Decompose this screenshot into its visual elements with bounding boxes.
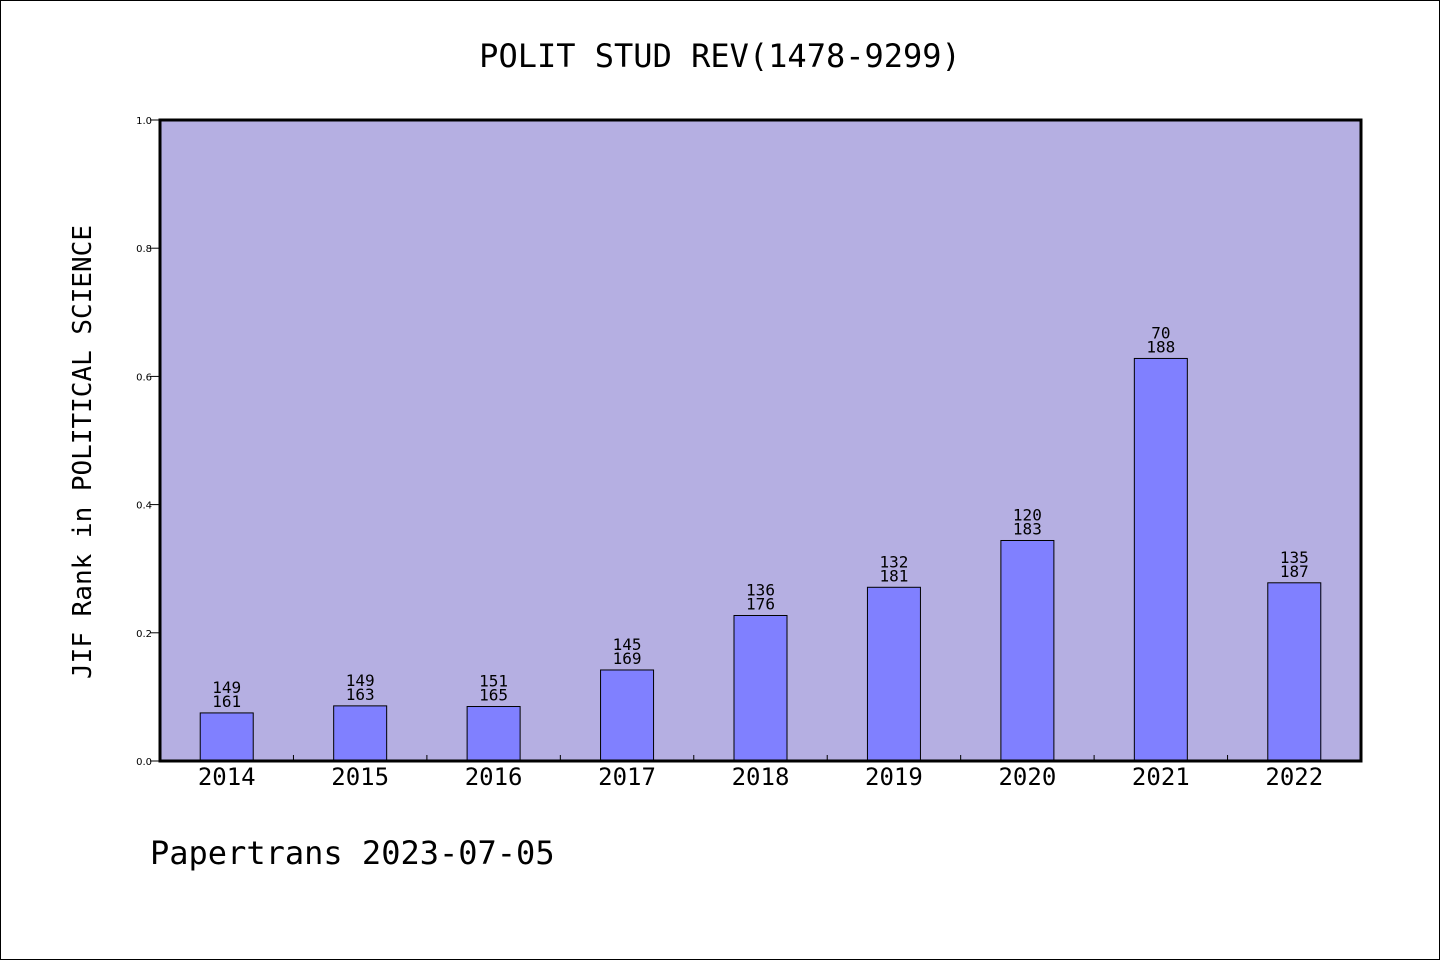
bar-rank-label: 149 (346, 671, 375, 690)
bar-rank-label: 151 (479, 672, 508, 691)
plot-border (158, 118, 1363, 763)
bar-rank-label: 145 (613, 635, 642, 654)
bar-2015 (333, 705, 388, 762)
bar-rank-label: 70 (1151, 323, 1170, 342)
bar-total-label: 161 (212, 692, 241, 711)
bar-total-label: 183 (1013, 519, 1042, 538)
bars-group: 1491611491631511651451691361761321811201… (199, 323, 1322, 762)
y-tick-label: 0.2 (136, 629, 152, 640)
x-tick-label: 2021 (1132, 763, 1190, 791)
bar-rank-label: 132 (879, 552, 908, 571)
footer-text: Papertrans 2023-07-05 (150, 834, 555, 872)
bar-rank-label: 135 (1280, 548, 1309, 567)
bar-2021 (1133, 357, 1188, 762)
bar-rank-label: 120 (1013, 505, 1042, 524)
x-tick-label: 2015 (331, 763, 389, 791)
bar-rank-label: 136 (746, 580, 775, 599)
x-tick-label: 2020 (998, 763, 1056, 791)
bar-total-label: 169 (613, 649, 642, 668)
bar-2019 (866, 586, 921, 762)
y-tick-label: 0.6 (136, 372, 152, 383)
bar-total-label: 181 (879, 566, 908, 585)
bar-total-label: 165 (479, 686, 508, 705)
bar-2016 (466, 706, 521, 762)
x-tick-label: 2022 (1265, 763, 1323, 791)
bar-total-label: 176 (746, 594, 775, 613)
x-tick-label: 2019 (865, 763, 923, 791)
bar-rank-label: 149 (212, 678, 241, 697)
bar-2018 (733, 614, 788, 762)
y-tick-label: 1.0 (136, 116, 152, 127)
x-tick-label: 2016 (465, 763, 523, 791)
bar-2022 (1267, 582, 1322, 762)
bar-2020 (1000, 539, 1055, 762)
bar-2014 (199, 712, 254, 762)
chart-title: POLIT STUD REV(1478-9299) (479, 37, 961, 75)
y-tick-label: 0.4 (136, 501, 152, 512)
y-tick-label: 0.0 (136, 757, 152, 768)
bar-total-label: 187 (1280, 562, 1309, 581)
bar-total-label: 188 (1146, 337, 1175, 356)
y-tick-label: 0.8 (136, 244, 152, 255)
x-axis: 2014 2015 2016 2017 2018 2019 2020 2021 2022 (198, 755, 1323, 791)
x-tick-label: 2018 (732, 763, 790, 791)
x-tick-label: 2017 (598, 763, 656, 791)
x-tick-label: 2014 (198, 763, 256, 791)
bar-total-label: 163 (346, 685, 375, 704)
y-axis-label: JIF Rank in POLITICAL SCIENCE (68, 225, 98, 679)
bar-2017 (600, 669, 655, 762)
y-axis: 0.0 0.2 0.4 0.6 0.8 1.0 (136, 116, 160, 768)
